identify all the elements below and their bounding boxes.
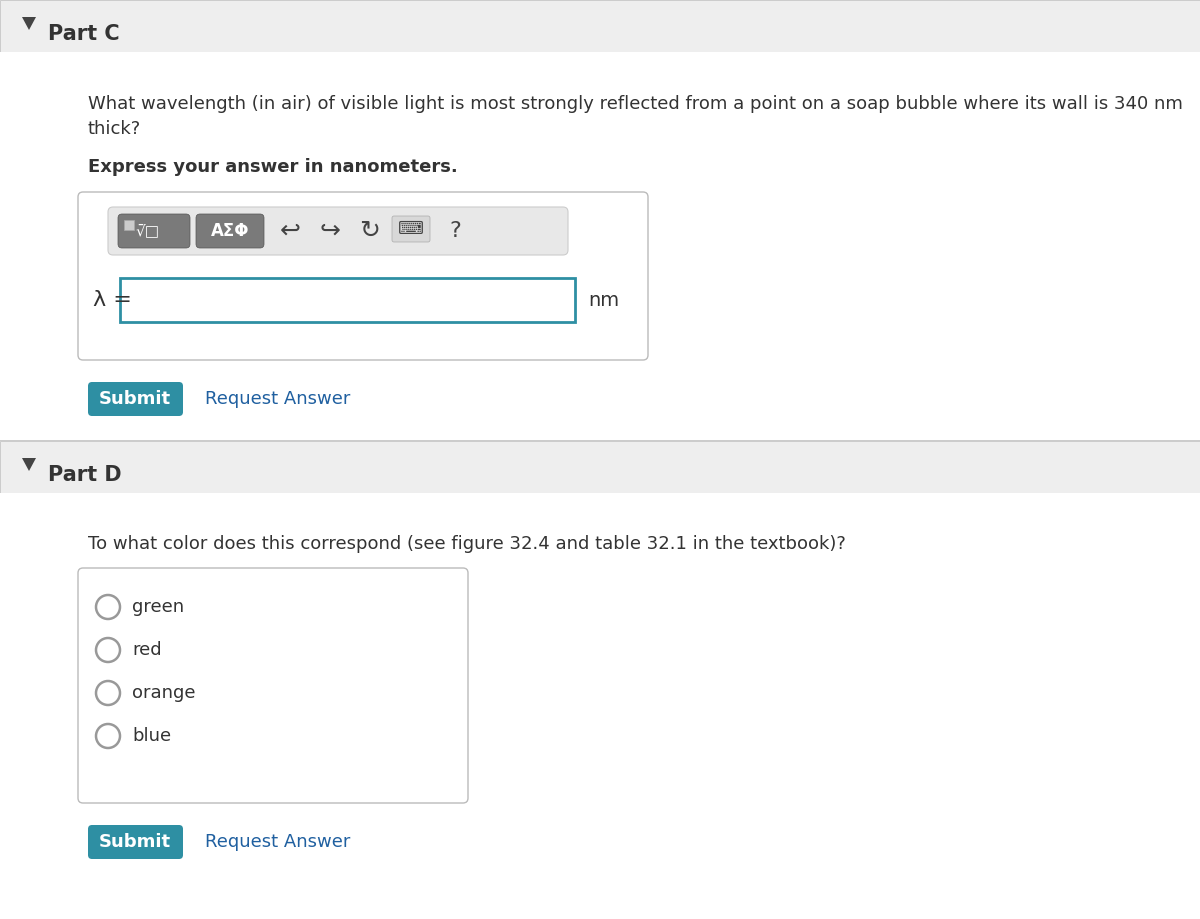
Text: ΑΣΦ: ΑΣΦ bbox=[211, 222, 250, 240]
Text: blue: blue bbox=[132, 727, 172, 745]
Text: Part D: Part D bbox=[48, 465, 121, 485]
Bar bbox=[0, 441, 1200, 493]
FancyBboxPatch shape bbox=[78, 568, 468, 803]
FancyBboxPatch shape bbox=[108, 207, 568, 255]
FancyBboxPatch shape bbox=[196, 214, 264, 248]
Bar bbox=[124, 220, 134, 230]
Text: ↩: ↩ bbox=[280, 219, 300, 243]
Text: Express your answer in nanometers.: Express your answer in nanometers. bbox=[88, 158, 457, 176]
Text: Submit: Submit bbox=[98, 390, 172, 408]
Text: thick?: thick? bbox=[88, 120, 142, 138]
Bar bbox=[0, 493, 1200, 919]
FancyBboxPatch shape bbox=[88, 382, 182, 416]
Text: What wavelength (in air) of visible light is most strongly reflected from a poin: What wavelength (in air) of visible ligh… bbox=[88, 95, 1183, 113]
Text: Request Answer: Request Answer bbox=[205, 833, 350, 851]
Text: To what color does this correspond (see figure 32.4 and table 32.1 in the textbo: To what color does this correspond (see … bbox=[88, 535, 846, 553]
Bar bbox=[120, 278, 575, 322]
Text: ?: ? bbox=[449, 221, 461, 241]
Bar bbox=[0, 440, 1200, 441]
Text: ↪: ↪ bbox=[319, 219, 341, 243]
Text: red: red bbox=[132, 641, 162, 659]
FancyBboxPatch shape bbox=[392, 216, 430, 242]
FancyBboxPatch shape bbox=[78, 192, 648, 360]
Polygon shape bbox=[22, 458, 36, 471]
Text: √̄□: √̄□ bbox=[136, 223, 160, 239]
FancyBboxPatch shape bbox=[118, 214, 190, 248]
Text: green: green bbox=[132, 598, 184, 616]
Text: ⌨: ⌨ bbox=[398, 220, 424, 238]
Text: orange: orange bbox=[132, 684, 196, 702]
Polygon shape bbox=[22, 17, 36, 30]
Text: nm: nm bbox=[588, 290, 619, 310]
Text: ↻: ↻ bbox=[360, 219, 380, 243]
Text: λ =: λ = bbox=[94, 290, 132, 310]
Text: Request Answer: Request Answer bbox=[205, 390, 350, 408]
Text: Part C: Part C bbox=[48, 24, 120, 44]
Bar bbox=[0, 52, 1200, 442]
Text: Submit: Submit bbox=[98, 833, 172, 851]
Bar bbox=[0, 0, 1200, 52]
FancyBboxPatch shape bbox=[88, 825, 182, 859]
